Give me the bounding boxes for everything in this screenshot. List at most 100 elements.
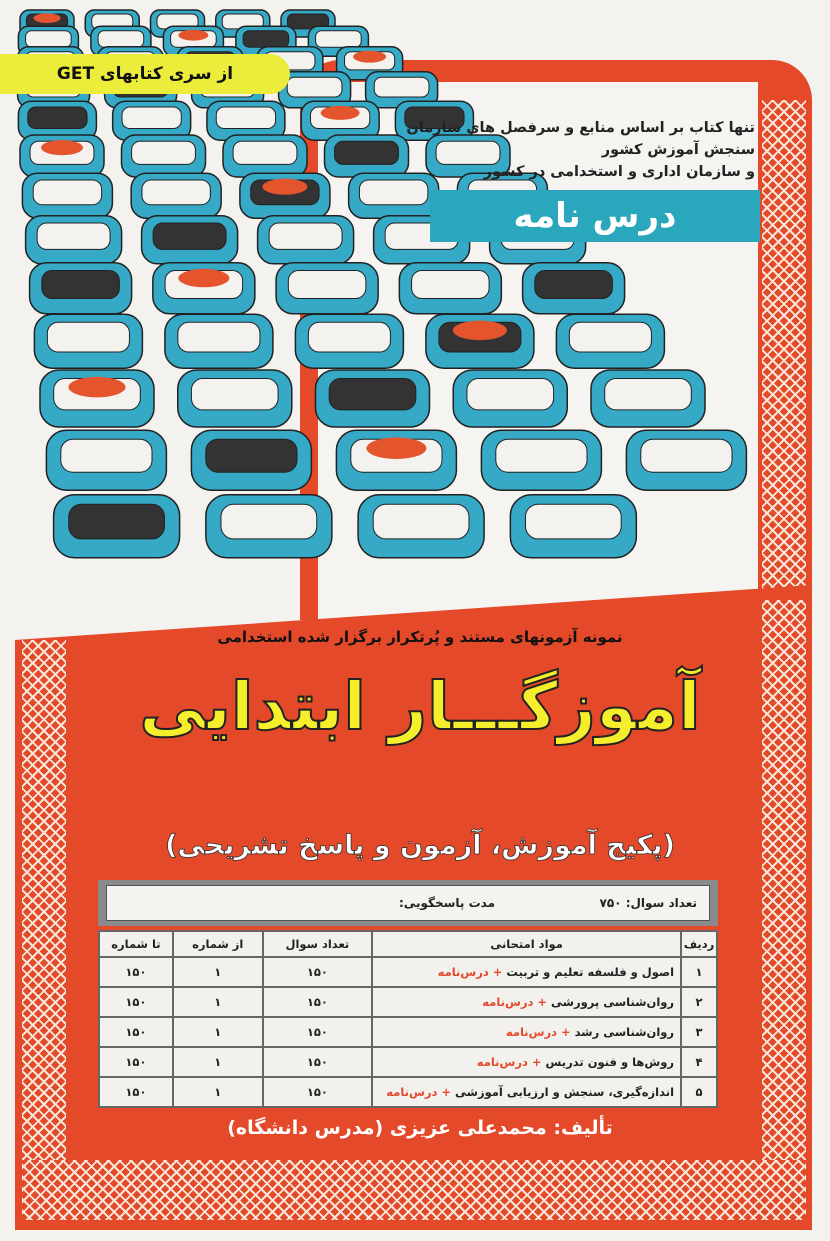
tank: [206, 100, 286, 141]
fish: [320, 105, 360, 120]
subject-cell: روان‌شناسی پرورشی + درس‌نامه: [371, 986, 683, 1018]
book-subtitle: (پکیج آموزش، آزمون و پاسخ تشریحی): [165, 830, 676, 862]
tank: [24, 215, 123, 265]
tank: [300, 100, 380, 141]
tagline: تنها کتاب بر اساس منابع و سرفصل های سازم…: [395, 117, 755, 183]
tank: [590, 369, 706, 428]
table-cell: ۵: [680, 1076, 718, 1108]
table-header: مواد امتحانی: [371, 930, 683, 958]
table-cell: ۱۵۰: [98, 986, 174, 1018]
tank: [39, 369, 155, 428]
tank: [120, 134, 207, 178]
subject-suffix: + درس‌نامه: [482, 995, 548, 1009]
tank: [509, 494, 638, 559]
table-cell: ۱: [171, 1016, 264, 1048]
subject-name: روان‌شناسی پرورشی: [551, 995, 675, 1009]
table-cell: ۱۵۰: [261, 986, 374, 1018]
tank: [294, 313, 405, 369]
table-cell: ۱: [171, 1046, 264, 1078]
table-cell: ۴: [680, 1046, 718, 1078]
tank: [45, 429, 168, 491]
tank: [190, 429, 313, 491]
table-cell: ۱۵۰: [261, 1046, 374, 1078]
table-cell: ۳: [680, 1016, 718, 1048]
fish: [452, 320, 507, 341]
tank: [33, 313, 144, 369]
table-cell: ۱: [171, 956, 264, 988]
tank: [152, 262, 256, 315]
subject-suffix: + درس‌نامه: [386, 1085, 451, 1099]
tank: [555, 313, 666, 369]
subtitle-top: نمونه آزمونهای مستند و پُرتکرار برگزار ش…: [217, 628, 623, 646]
fish: [68, 376, 126, 398]
tagline-line: و سازمان اداری و استخدامی در کشور: [483, 164, 755, 180]
tank: [111, 100, 192, 141]
table-cell: ۲: [680, 986, 718, 1018]
tank: [256, 215, 355, 265]
tank: [452, 369, 568, 428]
subject-cell: اصول و فلسفه تعلیم و تربیت + درس‌نامه: [371, 956, 683, 988]
subject-suffix: + درس‌نامه: [476, 1055, 542, 1069]
pattern-border-bottom: [22, 1160, 806, 1220]
fish: [178, 29, 209, 41]
tank: [314, 369, 431, 428]
table-header: ردیف: [680, 930, 718, 958]
tank: [130, 172, 222, 219]
subject-cell: اندازه‌گیری، سنجش و ارزیابی آموزشی + درس…: [371, 1076, 683, 1108]
fish-tanks-illustration: [16, 9, 748, 559]
table-cell: ۱۵۰: [98, 1076, 174, 1108]
table-row: ۵ اندازه‌گیری، سنجش و ارزیابی آموزشی + در…: [98, 1076, 718, 1108]
tagline-line: تنها کتاب بر اساس منابع و سرفصل های سازم…: [406, 120, 755, 158]
tank: [521, 262, 626, 315]
pattern-border-right: [762, 100, 806, 620]
tank: [28, 262, 133, 315]
question-count: تعداد سوال: ۷۵۰: [599, 896, 697, 910]
tank: [480, 429, 603, 491]
tank: [357, 494, 485, 559]
fish: [262, 178, 308, 195]
tank: [140, 215, 239, 265]
pattern-border-left: [22, 640, 66, 1160]
tank: [277, 71, 352, 109]
info-box: تعداد سوال: ۷۵۰ مدت پاسخگویی:: [98, 880, 718, 926]
subject-cell: روان‌شناسی رشد + درس‌نامه: [371, 1016, 683, 1048]
table-cell: ۱۵۰: [261, 956, 374, 988]
series-badge: از سری کتابهای GET: [0, 54, 290, 94]
book-title: آموزگـــار ابتدایی: [138, 667, 701, 746]
table-header: تعداد سوال: [261, 930, 374, 958]
tank: [205, 494, 333, 559]
tank: [222, 134, 308, 178]
subject-name: اصول و فلسفه تعلیم و تربیت: [506, 965, 675, 979]
tank: [52, 494, 181, 559]
table-cell: ۱۵۰: [98, 1046, 174, 1078]
subject-suffix: + درس‌نامه: [505, 1025, 571, 1039]
table-row: ۳ روان‌شناسی رشد + درس‌نامه ۱۵۰ ۱ ۱۵۰: [98, 1016, 718, 1048]
tank: [625, 429, 748, 491]
subject-cell: روش‌ها و فنون تدریس + درس‌نامه: [371, 1046, 683, 1078]
fish: [178, 268, 230, 288]
tank: [21, 172, 114, 219]
tank: [335, 429, 458, 491]
table-cell: ۱۵۰: [261, 1076, 374, 1108]
table-row: ۱ اصول و فلسفه تعلیم و تربیت + درس‌نامه ۱۵…: [98, 956, 718, 988]
subject-name: روش‌ها و فنون تدریس: [545, 1055, 675, 1069]
duration-label: مدت پاسخگویی:: [399, 896, 496, 910]
fish: [33, 13, 61, 23]
fish: [41, 140, 83, 156]
fish: [366, 437, 427, 460]
table-header: تا شماره: [98, 930, 174, 958]
table-header: از شماره: [171, 930, 264, 958]
tank: [425, 313, 535, 369]
tank: [394, 100, 475, 141]
table-cell: ۱: [171, 986, 264, 1018]
tank: [275, 262, 379, 315]
tank: [19, 134, 105, 178]
tank: [239, 172, 331, 219]
table-cell: ۱۵۰: [261, 1016, 374, 1048]
author: تألیف: محمدعلی عزیزی (مدرس دانشگاه): [227, 1117, 613, 1139]
table-cell: ۱۵۰: [98, 1016, 174, 1048]
subject-name: روان‌شناسی رشد: [574, 1025, 675, 1039]
table-cell: ۱: [680, 956, 718, 988]
table-cell: ۱۵۰: [98, 956, 174, 988]
table-row: ۴ روش‌ها و فنون تدریس + درس‌نامه ۱۵۰ ۱ ۱۵۰: [98, 1046, 718, 1078]
